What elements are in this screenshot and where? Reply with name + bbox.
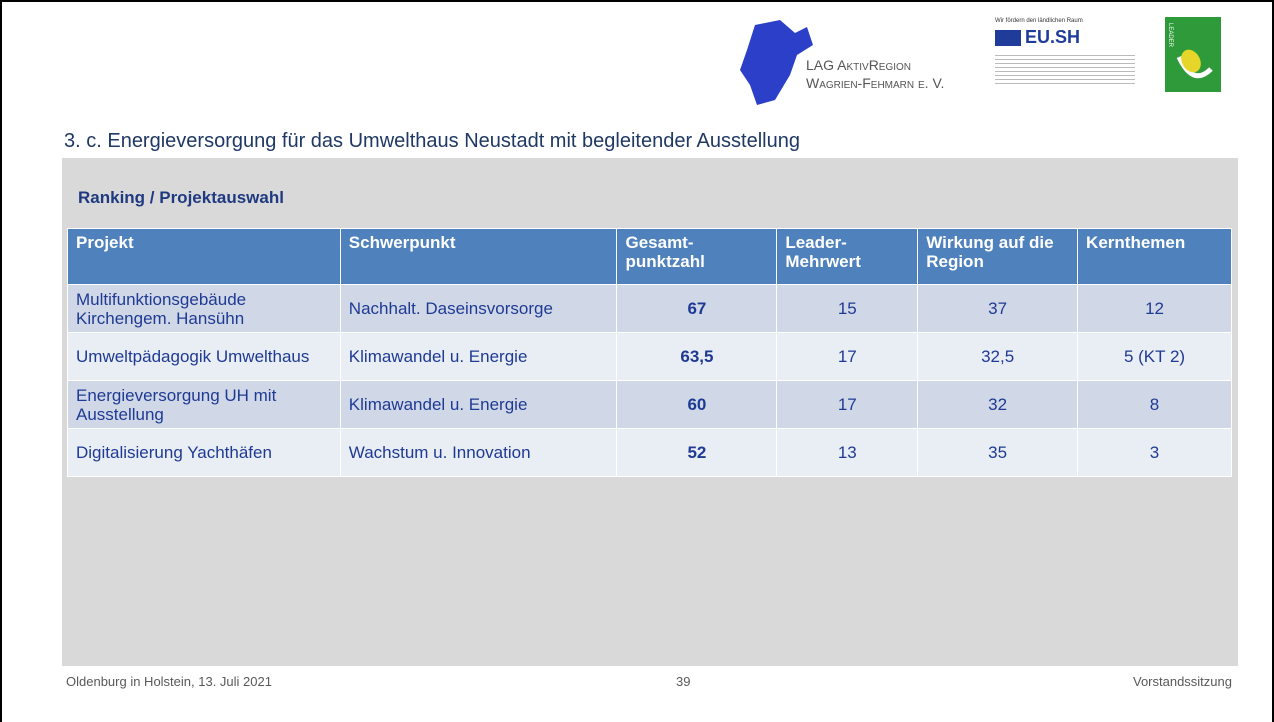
lag-text: LAG AktivRegion Wagrien-Fehmarn e. V. [806, 56, 944, 92]
table-row: Multifunktionsgebäude Kirchengem. Hansüh… [67, 284, 1232, 333]
table-cell: 60 [616, 380, 778, 429]
table-cell: 32 [917, 380, 1079, 429]
table-cell: 52 [616, 428, 778, 477]
table-cell: 37 [917, 284, 1079, 333]
table-cell: Wachstum u. Innovation [339, 428, 618, 477]
table-cell: Klimawandel u. Energie [339, 380, 618, 429]
table-row: Energieversorgung UH mit Ausstellung Klim… [67, 380, 1232, 429]
column-header: Wirkung auf die Region [917, 228, 1079, 285]
column-header: Schwerpunkt [339, 228, 618, 285]
table-cell: 35 [917, 428, 1079, 477]
column-header: Projekt [67, 228, 341, 285]
section-heading: Ranking / Projektauswahl [78, 188, 284, 207]
slide-title: 3. c. Energieversorgung für das Umweltha… [64, 130, 800, 152]
footer-right: Vorstandssitzung [1132, 674, 1232, 689]
lag-line: Wagrien-Fehmarn e. V. [806, 75, 945, 91]
table-cell: 17 [776, 380, 919, 429]
eu-name: EU.SH [1025, 27, 1081, 47]
column-header: Kernthemen [1077, 228, 1232, 285]
ranking-table: Projekt Schwerpunkt Gesamt-punktzahl Leader… [67, 228, 1232, 477]
table-cell: 32,5 [917, 332, 1079, 381]
table-cell: 17 [776, 332, 919, 381]
table-cell: 5 (KT 2) [1077, 332, 1232, 381]
table-cell: 8 [1077, 380, 1232, 429]
leader-logo: LEADER [1165, 17, 1221, 92]
table-cell: 15 [776, 284, 919, 333]
table-row: Digitalisierung Yachthäfen Wachstum u. In… [67, 428, 1232, 477]
table-cell: 67 [616, 284, 778, 333]
table-cell: Digitalisierung Yachthäfen [67, 428, 341, 477]
page-number: 39 [676, 674, 691, 689]
table-cell: 63,5 [616, 332, 778, 381]
table-body: Multifunktionsgebäude Kirchengem. Hansüh… [67, 284, 1232, 477]
header-row: Projekt Schwerpunkt Gesamt-punktzahl Leader… [67, 228, 1232, 285]
footer-left: Oldenburg in Holstein, 13. Juli 2021 [66, 674, 272, 689]
map-shape [740, 20, 813, 105]
lag-line: LAG AktivRegion [806, 57, 912, 73]
region-map-logo [740, 20, 813, 105]
table-cell: Klimawandel u. Energie [339, 332, 618, 381]
table-cell: 3 [1077, 428, 1232, 477]
table-row: Umweltpädagogik Umwelthaus Klimawandel u.… [67, 332, 1232, 381]
table-cell: Umweltpädagogik Umwelthaus [67, 332, 341, 381]
eu-row: EU.SH [995, 27, 1135, 48]
leader-text: LEADER [1167, 23, 1173, 48]
eu-logo: Wir fördern den ländlichen Raum EU.SH [995, 18, 1135, 86]
eu-flag [995, 29, 1021, 46]
eu-tagline: Wir fördern den ländlichen Raum [995, 18, 1083, 24]
table-cell: 13 [776, 428, 919, 477]
table-cell: 12 [1077, 284, 1232, 333]
table-cell: Energieversorgung UH mit Ausstellung [67, 380, 341, 429]
table-cell: Multifunktionsgebäude Kirchengem. Hansüh… [67, 284, 341, 333]
column-header: Leader-Mehrwert [776, 228, 919, 285]
leader-graphic [1176, 49, 1213, 79]
column-header: Gesamt-punktzahl [616, 228, 778, 285]
table-cell: Nachhalt. Daseinsvorsorge [339, 284, 618, 333]
eu-small-print [995, 52, 1135, 86]
